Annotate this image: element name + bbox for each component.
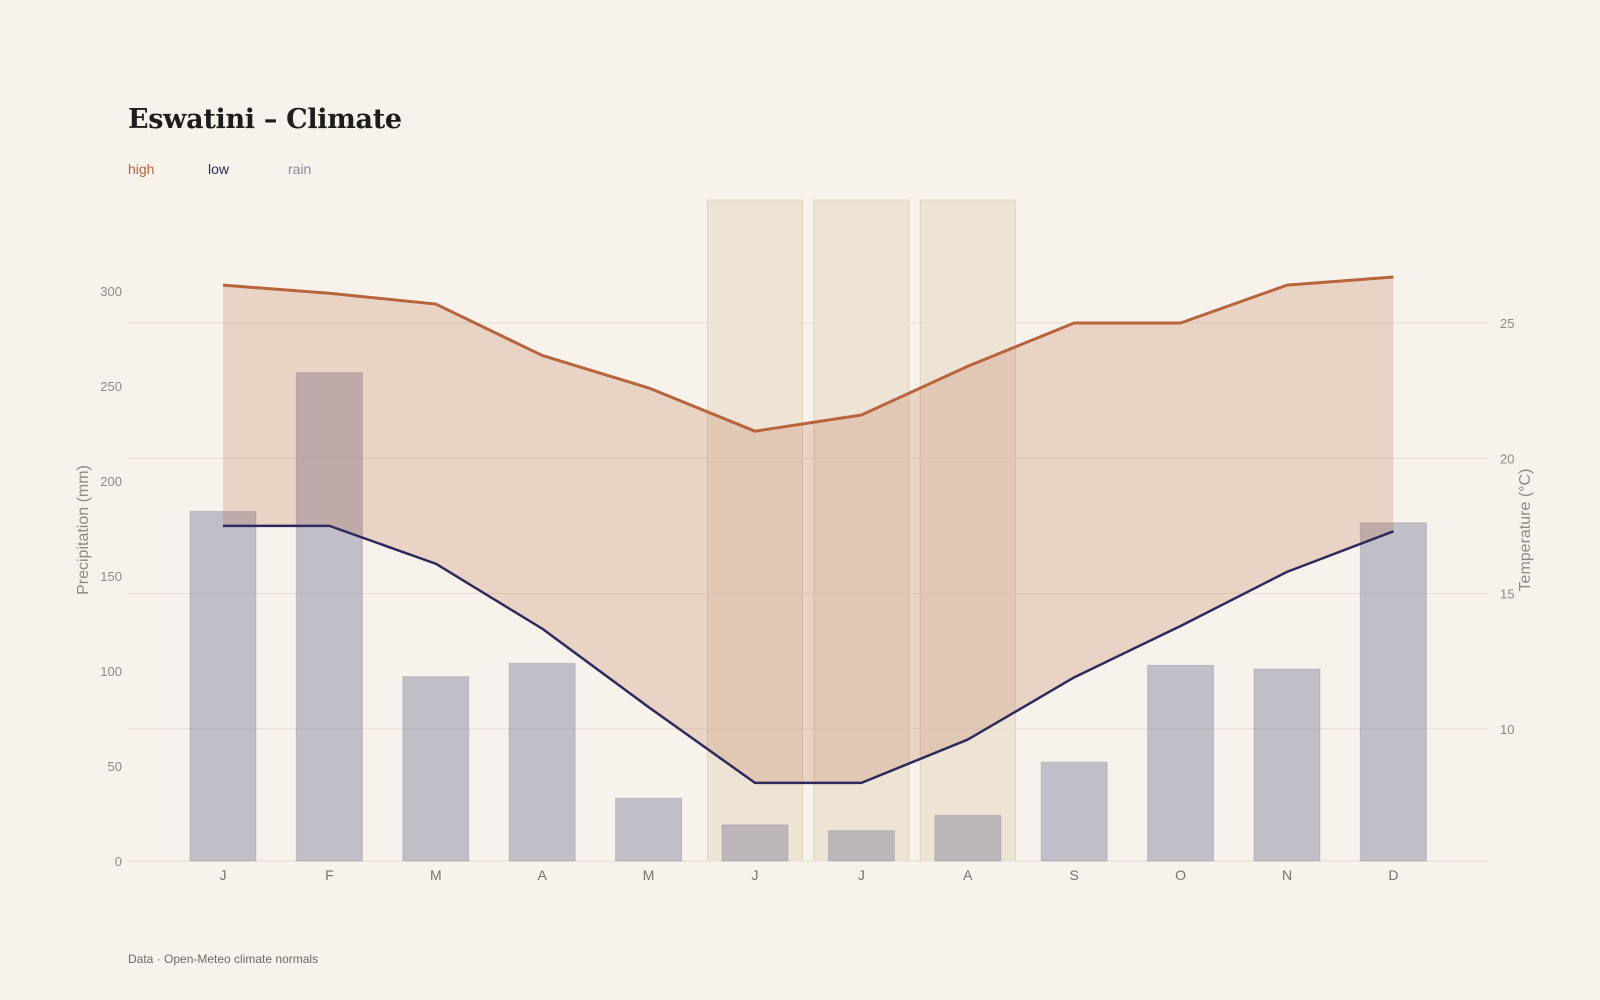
rain-bar bbox=[1359, 522, 1427, 862]
season-band bbox=[813, 199, 910, 862]
left-axis-tick: 100 bbox=[100, 664, 122, 679]
month-label: J bbox=[752, 867, 759, 883]
left-axis-tick: 300 bbox=[100, 284, 122, 299]
month-label: A bbox=[538, 867, 548, 883]
legend-high: high bbox=[128, 161, 155, 177]
left-axis-tick: 150 bbox=[100, 569, 122, 584]
temperature-range-area bbox=[223, 277, 1394, 783]
right-axis-tick: 25 bbox=[1500, 316, 1514, 331]
high-temperature-line bbox=[222, 275, 1394, 433]
rain-bar bbox=[508, 662, 576, 862]
rain-bar bbox=[402, 676, 470, 862]
rain-bar bbox=[721, 824, 789, 862]
left-axis-tick: 250 bbox=[100, 379, 122, 394]
month-label: S bbox=[1070, 867, 1079, 883]
rain-bar bbox=[615, 797, 683, 862]
month-label: F bbox=[325, 867, 334, 883]
month-label: J bbox=[858, 867, 865, 883]
low-temperature-line bbox=[223, 524, 1394, 785]
season-band bbox=[707, 199, 803, 862]
left-axis-title: Precipitation (mm) bbox=[75, 465, 92, 595]
rain-bar bbox=[1147, 664, 1215, 862]
month-label: N bbox=[1282, 867, 1292, 883]
data-source-note: Data · Open-Meteo climate normals bbox=[128, 952, 319, 966]
month-label: O bbox=[1175, 867, 1186, 883]
legend-low: low bbox=[208, 161, 230, 177]
month-label: J bbox=[220, 867, 227, 883]
legend-rain: rain bbox=[288, 161, 312, 177]
rain-bar bbox=[1040, 761, 1108, 862]
rain-bar bbox=[295, 372, 363, 862]
left-axis-tick: 0 bbox=[115, 854, 122, 869]
right-axis-tick: 15 bbox=[1500, 587, 1514, 602]
rain-bar bbox=[934, 814, 1002, 862]
month-label: A bbox=[963, 867, 973, 883]
month-label: D bbox=[1388, 867, 1398, 883]
left-axis-tick: 50 bbox=[108, 759, 122, 774]
rain-bar bbox=[189, 510, 257, 862]
right-axis-tick: 20 bbox=[1500, 451, 1514, 466]
rain-bar bbox=[827, 830, 895, 862]
right-axis-title: Temperature (°C) bbox=[1517, 469, 1534, 592]
left-axis-tick: 200 bbox=[100, 474, 122, 489]
chart-title: Eswatini – Climate bbox=[128, 104, 402, 135]
season-band bbox=[919, 199, 1016, 862]
month-label: M bbox=[643, 867, 655, 883]
right-axis-tick: 10 bbox=[1500, 722, 1514, 737]
month-label: M bbox=[430, 867, 442, 883]
rain-bar bbox=[1253, 668, 1321, 862]
